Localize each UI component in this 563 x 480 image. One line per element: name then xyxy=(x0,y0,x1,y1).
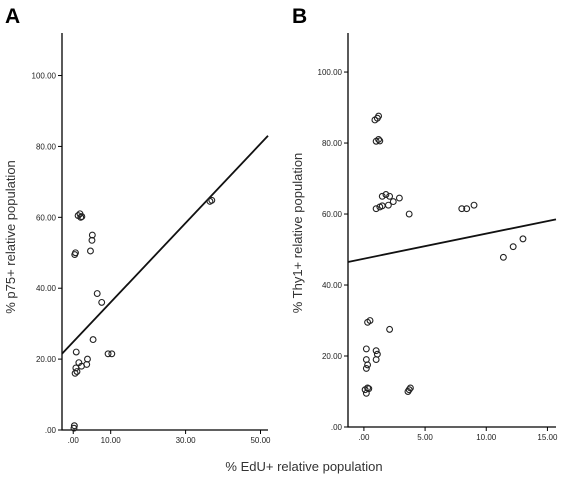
panel-b-axes xyxy=(347,33,556,428)
panel-a-y-tick-label: 20.00 xyxy=(36,355,57,364)
x-axis-title: % EdU+ relative population xyxy=(225,459,382,474)
panel-b-y-tick-label: 60.00 xyxy=(322,210,343,219)
panel-a-data-point xyxy=(104,350,112,358)
panel-b-data-point xyxy=(499,253,507,261)
panel-b-data-point xyxy=(405,386,413,394)
panel-b-data-point xyxy=(375,136,383,143)
panel-a-y-tick-label: 80.00 xyxy=(36,142,57,151)
panel-a-x-tick-label: .00 xyxy=(68,436,80,445)
panel-b-x-tick-label: 15.00 xyxy=(537,433,558,442)
panel-b-data-point xyxy=(372,347,380,355)
panel-b-data-point xyxy=(365,385,373,393)
panel-a-data-point xyxy=(72,348,80,356)
panel-b-data-point xyxy=(458,205,466,213)
panel-a-y-tick-label: 40.00 xyxy=(36,284,57,293)
panel-a-x-tick-label: 50.00 xyxy=(250,436,271,445)
panel-a-data-point xyxy=(83,360,91,368)
panel-a-data-point xyxy=(88,231,96,239)
panel-b-data-point xyxy=(406,384,414,392)
panel-b-letter: B xyxy=(292,5,307,28)
panel-b-data-point xyxy=(376,137,384,145)
panel-b-data-point xyxy=(463,205,471,213)
panel-b-data-point xyxy=(362,364,370,372)
panel-b-data-point xyxy=(362,356,370,364)
panel-b-data-point xyxy=(362,345,370,353)
panel-b-plot: .00 20.00 40.00 60.00 80.00 100.00 .00 5.00 10.0… xyxy=(318,33,558,442)
panel-b-data-point xyxy=(366,317,374,324)
panel-b-data-point xyxy=(373,350,381,358)
panel-b-data-point xyxy=(375,112,383,120)
panel-a-axes xyxy=(61,33,268,431)
panel-a-data-point xyxy=(208,196,216,204)
panel-b-x-tick-label: 10.00 xyxy=(476,433,497,442)
panel-a-fit-line xyxy=(61,135,269,355)
panel-a-x-tick-label: 30.00 xyxy=(176,436,197,445)
panel-b-data-point xyxy=(405,210,413,218)
panel-a-data-point xyxy=(70,422,78,430)
panel-b-y-tick-label: 40.00 xyxy=(322,281,343,290)
panel-a-data-point xyxy=(108,350,116,358)
panel-b-data-point xyxy=(386,325,394,333)
panel-a-letter: A xyxy=(5,5,20,28)
panel-b-y-axis-title: % Thy1+ relative population xyxy=(290,153,305,314)
panel-a-data-point xyxy=(98,298,106,306)
panel-a-data-point xyxy=(93,290,101,297)
panel-a-data-point xyxy=(87,247,94,255)
panel-a-y-axis-title: % p75+ relative population xyxy=(3,160,18,314)
panel-b-y-tick-label: 80.00 xyxy=(322,139,343,148)
panel-b-x-tick-label: 5.00 xyxy=(417,433,433,442)
panel-a-data-point xyxy=(89,336,97,344)
panel-a-x-tick-label: 10.00 xyxy=(101,436,122,445)
panel-b-data-point xyxy=(519,235,527,243)
panel-a-data-point xyxy=(71,369,79,377)
panel-a-y-tick-label: .00 xyxy=(45,426,57,435)
panel-b-data-point xyxy=(470,201,478,209)
panel-b: B .00 20.00 40.00 60.00 80.00 100.00 .00 5.00 10… xyxy=(292,5,558,442)
panel-b-data-point xyxy=(509,243,517,251)
panel-a-data-point xyxy=(72,249,79,257)
panel-b-data-point xyxy=(378,192,386,200)
panel-b-x-tick-label: .00 xyxy=(358,433,370,442)
panel-a-plot: .00 20.00 40.00 60.00 80.00 100.00 .00 10.00 30.… xyxy=(32,33,271,445)
panel-a-data-point xyxy=(73,368,81,375)
panel-b-data-point xyxy=(384,201,392,209)
panel-b-y-tick-label: 100.00 xyxy=(318,68,343,77)
panel-b-y-tick-label: 20.00 xyxy=(322,352,343,361)
panel-b-data-point xyxy=(389,198,397,206)
panel-a-y-tick-label: 60.00 xyxy=(36,213,57,222)
panel-a-data-point xyxy=(70,424,78,432)
panel-a-y-tick-label: 100.00 xyxy=(32,72,57,81)
panel-b-data-point xyxy=(382,191,390,198)
panel-a-data-point xyxy=(77,213,85,221)
panel-b-fit-line xyxy=(347,218,557,263)
panel-b-y-tick-label: .00 xyxy=(331,423,343,432)
panel-b-data-point xyxy=(395,194,403,202)
panel-b-data-point xyxy=(386,192,394,200)
panel-b-data-point xyxy=(372,205,380,213)
panel-a: A .00 20.00 40.00 60.00 80.00 100.00 .00 10.00 3… xyxy=(5,5,271,445)
